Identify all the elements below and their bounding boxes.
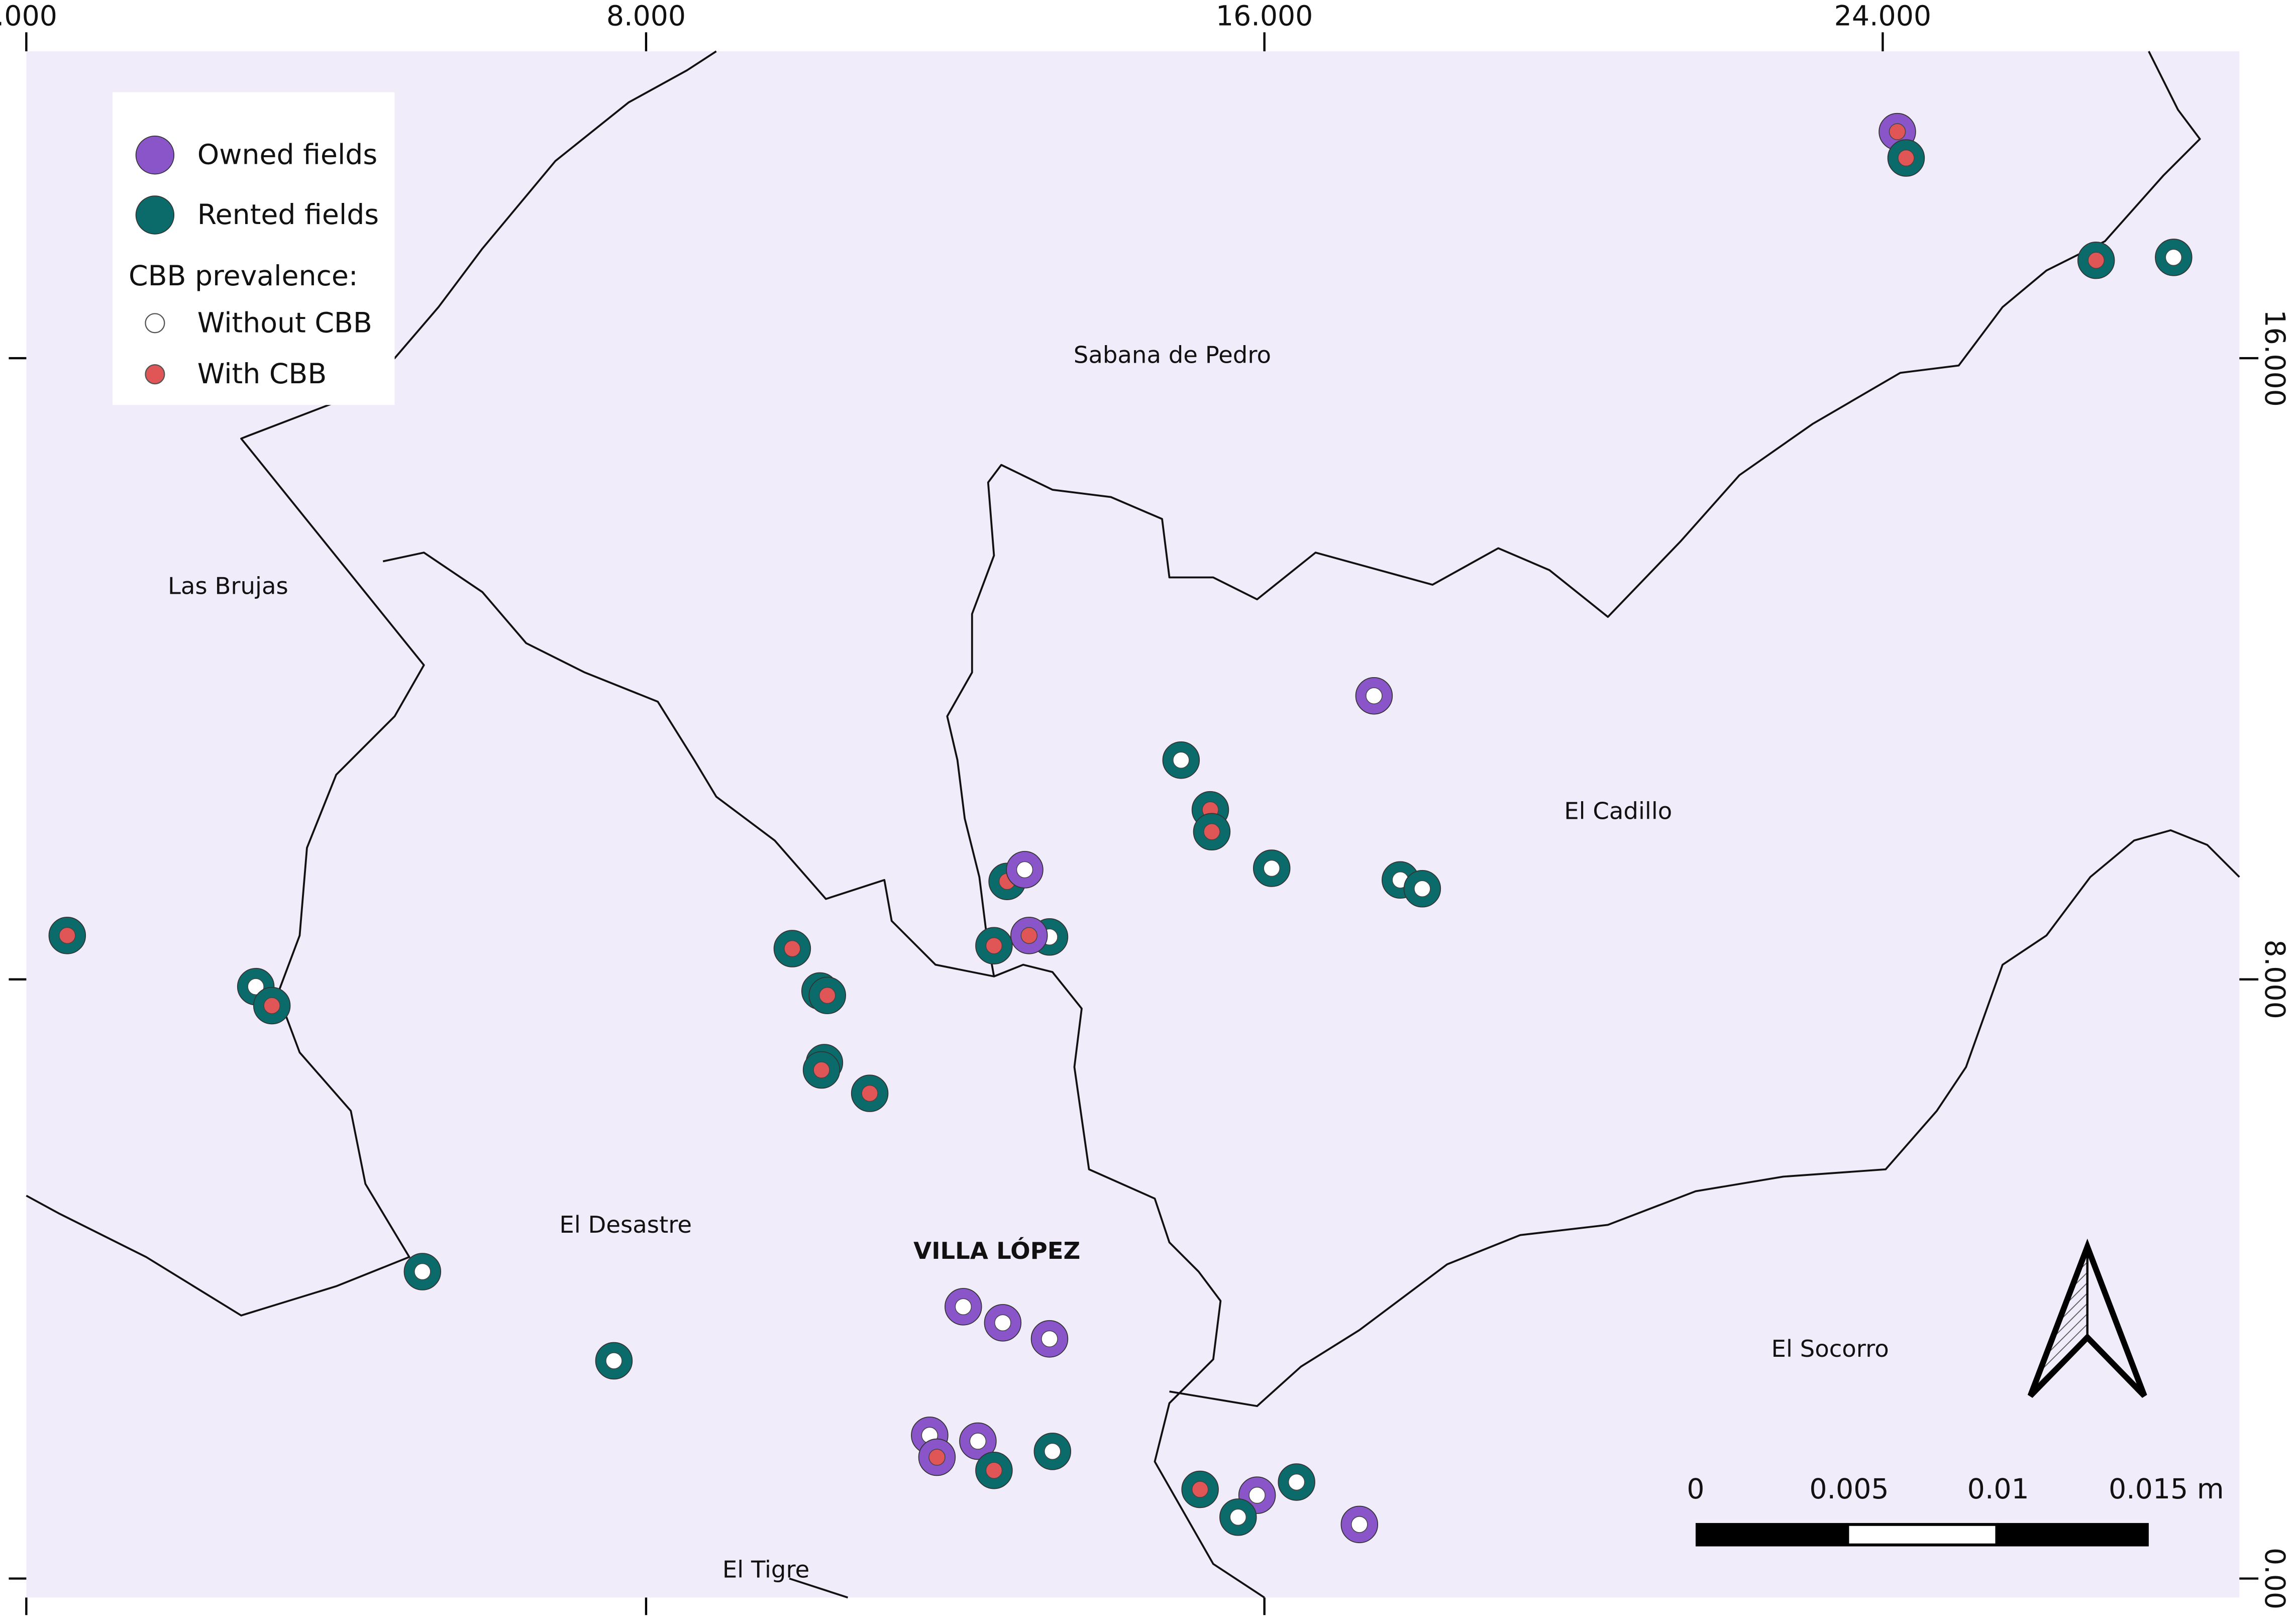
field-dot [861,1085,878,1102]
arrow-outline [2027,1238,2147,1398]
right-tick-label: 0.00 [2258,1548,2290,1609]
field-dot [1366,687,1383,704]
place-label: El Socorro [1772,1335,1889,1362]
places: Sabana de Pedro Las Brujas El Cadillo El De… [168,342,1889,1583]
legend-label: Owned fields [197,139,377,171]
north-arrow [2027,1238,2147,1398]
field-dot [994,1314,1011,1332]
field-dot [969,1433,987,1450]
field-dot [1041,1330,1058,1348]
field-dot [1288,1473,1305,1491]
field-dot [1351,1516,1368,1533]
legend-label: Rented fields [197,199,379,231]
legend: Owned fields Rented fields CBB prevalenc… [113,92,395,405]
boundary [26,50,717,1317]
top-tick-label: 24.000 [1834,0,1931,32]
legend-heading: CBB prevalence: [129,260,358,292]
field-dot [414,1263,431,1280]
legend-symbol [135,195,175,235]
legend-symbol [145,364,165,385]
field-dot [813,1061,830,1078]
field-dot [1191,1481,1209,1498]
place-label: El Tigre [722,1556,809,1583]
field-dot [985,1462,1003,1479]
boundary [1169,829,2240,1408]
field-dot [1414,880,1431,897]
place-label: El Cadillo [1564,797,1672,824]
legend-symbol [145,313,165,334]
field-dot [1229,1508,1247,1526]
field-dot [955,1298,972,1316]
top-tick-label: 8.000 [606,0,686,32]
field-dot [1248,1486,1266,1504]
top-tick-label: 16.000 [1216,0,1313,32]
place-label: Sabana de Pedro [1074,342,1271,369]
field-dot [985,937,1003,954]
field-dot [1898,149,1915,167]
boundaries [26,50,2240,1599]
field-dot [263,997,280,1014]
field-dot [1263,859,1280,877]
scale-segment [1846,1523,1999,1547]
field-dot [2088,252,2105,269]
field-dot [2165,249,2182,266]
field-dot [1203,823,1220,840]
right-tick-label: 16.000 [2258,309,2290,406]
boundary [946,51,2201,977]
field-dot [928,1449,946,1466]
field-dot [1044,1443,1061,1460]
boundary [382,552,1265,1598]
field-dot [1016,861,1033,879]
legend-label: With CBB [197,358,327,390]
legend-symbol [135,136,175,175]
top-tick-label: .000 [0,0,57,32]
boundary [789,1577,849,1599]
scale-label: 0.005 [1809,1473,1889,1505]
map-frame [26,51,2240,1598]
scale-label: 0 [1687,1473,1704,1505]
scale-bar: 0 0.005 0.01 0.015 m [1687,1473,2224,1547]
scale-segment [1695,1523,1848,1547]
field-dot [247,978,264,995]
legend-label: Without CBB [197,307,372,339]
field-dot [784,940,801,957]
scale-label: 0.01 [1967,1473,2029,1505]
scale-label: 0.015 m [2109,1473,2224,1505]
fields [48,113,2193,1544]
field-dot [1889,123,1906,140]
field-dot [59,927,76,944]
scale-segment [1997,1523,2149,1547]
field-dot [1173,751,1190,769]
field-dot [1020,927,1037,944]
place-label: VILLA LÓPEZ [913,1237,1080,1264]
right-tick-label: 8.000 [2258,940,2290,1019]
place-label: El Desastre [559,1211,692,1238]
field-dot [819,987,836,1004]
field-dot [605,1352,622,1369]
place-label: Las Brujas [168,572,288,599]
